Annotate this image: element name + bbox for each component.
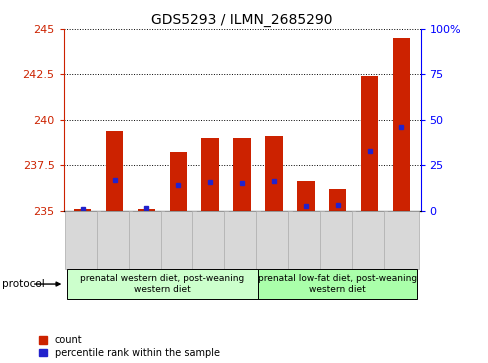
Bar <box>264 136 282 211</box>
Bar <box>328 189 346 211</box>
Text: prenatal western diet, post-weaning
western diet: prenatal western diet, post-weaning west… <box>80 274 244 294</box>
Text: protocol: protocol <box>2 279 45 289</box>
Bar <box>360 76 378 211</box>
Bar <box>169 152 187 211</box>
Bar <box>296 182 314 211</box>
Bar <box>138 209 155 211</box>
Title: GDS5293 / ILMN_2685290: GDS5293 / ILMN_2685290 <box>151 13 332 26</box>
Legend: count, percentile rank within the sample: count, percentile rank within the sample <box>39 335 219 358</box>
Bar <box>105 131 123 211</box>
Bar <box>233 138 250 211</box>
Bar <box>201 138 219 211</box>
Bar <box>392 38 409 211</box>
Bar <box>74 209 91 211</box>
Text: prenatal low-fat diet, post-weaning
western diet: prenatal low-fat diet, post-weaning west… <box>258 274 416 294</box>
